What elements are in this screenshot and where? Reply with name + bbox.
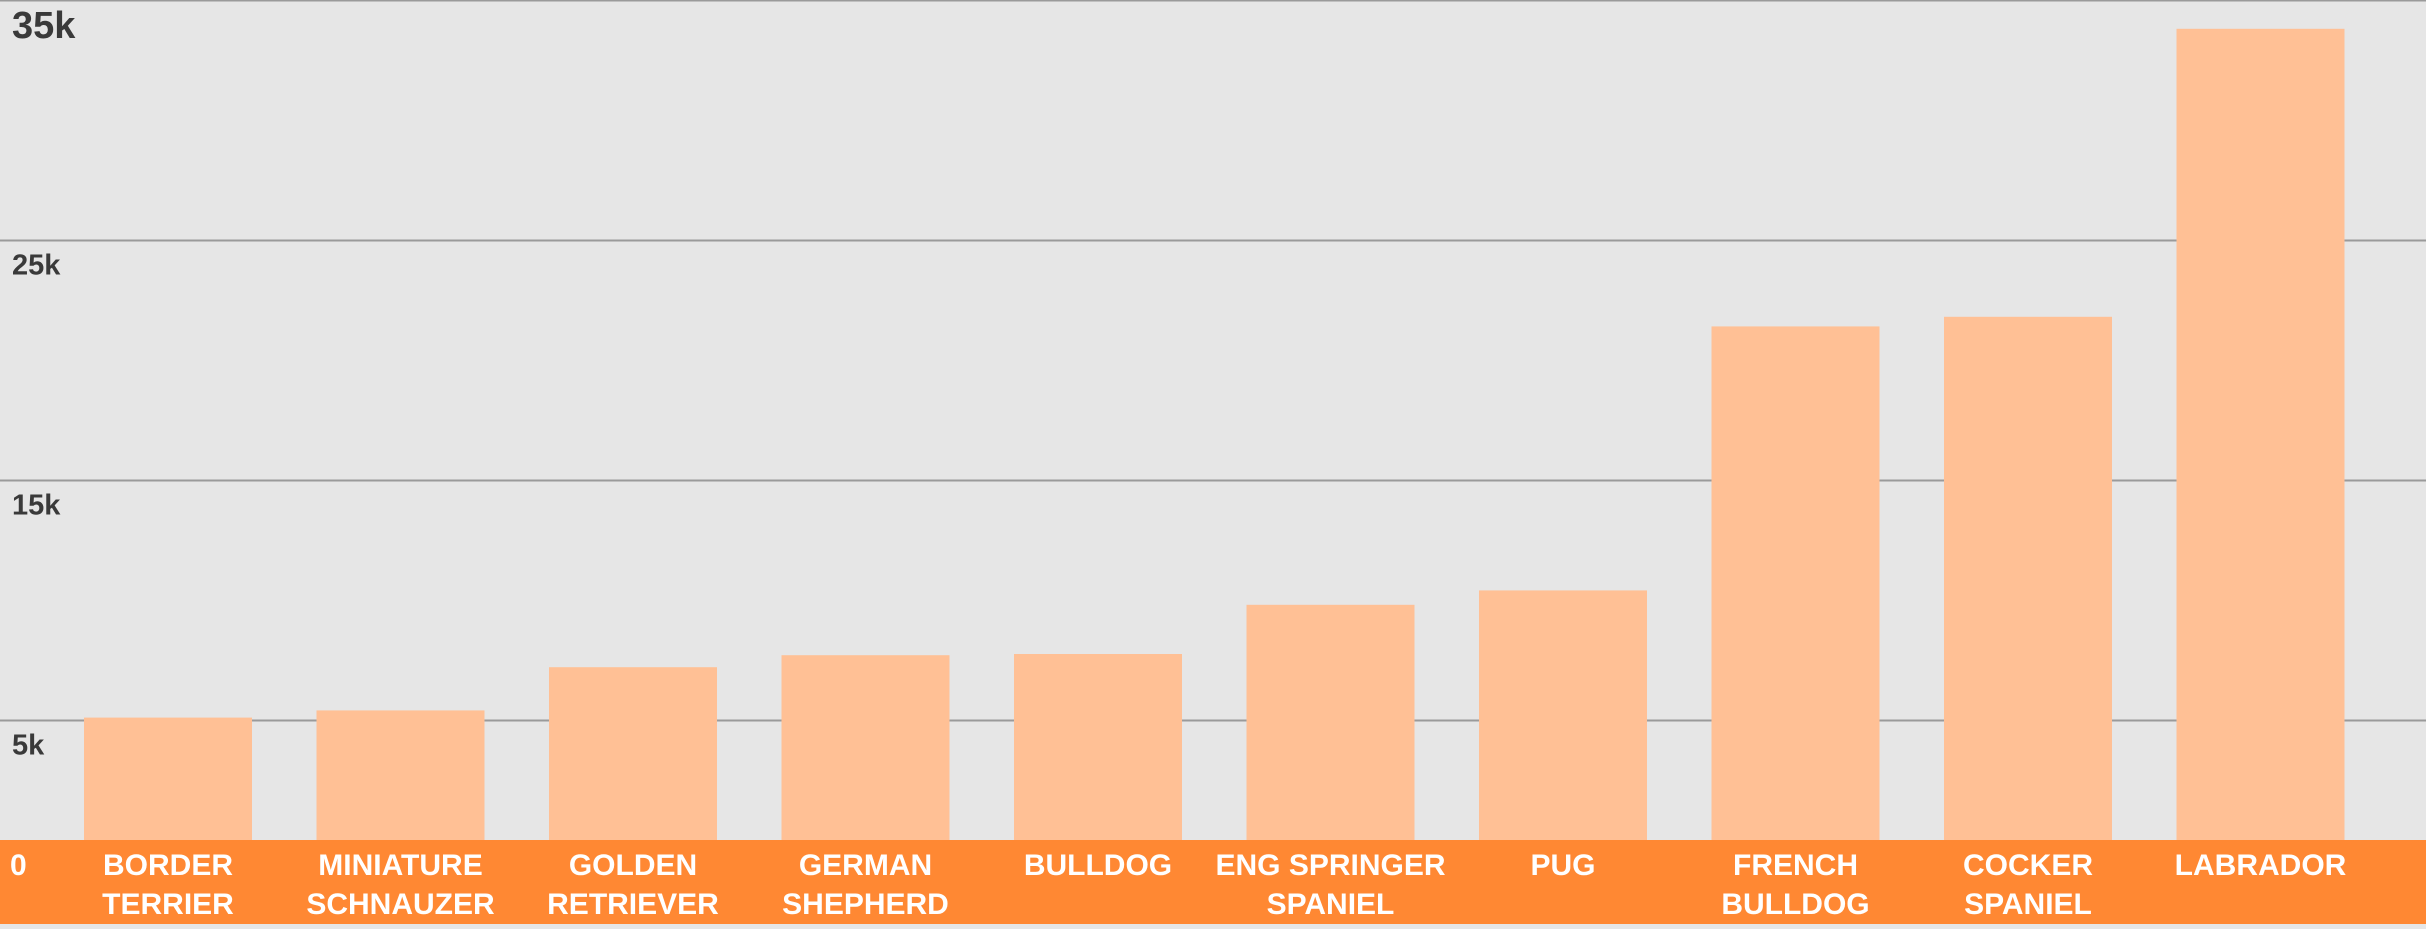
bar — [781, 655, 950, 840]
x-category-label: SPANIEL — [1267, 888, 1395, 921]
bar — [1479, 590, 1647, 840]
bar — [84, 717, 252, 840]
bar — [1246, 604, 1415, 840]
x-category-label: COCKER — [1963, 849, 2093, 882]
x-category-label: MINIATURE — [318, 849, 482, 882]
bar — [1944, 316, 2112, 840]
x-category-label: ENG SPRINGER — [1215, 849, 1445, 882]
y-tick-label: 25k — [12, 250, 61, 282]
bar — [1014, 654, 1182, 840]
x-category-label: SPANIEL — [1964, 888, 2092, 921]
y-tick-label: 35k — [12, 5, 76, 47]
bar — [2176, 28, 2345, 841]
x-category-label: SCHNAUZER — [306, 888, 495, 921]
x-category-label: BULLDOG — [1024, 849, 1172, 882]
x-category-label: LABRADOR — [2175, 849, 2347, 882]
bar — [1711, 326, 1880, 840]
x-category-label: PUG — [1530, 849, 1595, 882]
x-category-label: GERMAN — [799, 849, 932, 882]
x-category-label: SHEPHERD — [782, 888, 949, 921]
bar — [549, 667, 717, 840]
x-category-label: FRENCH — [1733, 849, 1858, 882]
y-tick-labels: 5k 15k 25k 35k — [12, 5, 76, 762]
y-tick-label: 5k — [12, 730, 45, 762]
y-tick-label: 15k — [12, 490, 61, 522]
zero-label: 0 — [10, 849, 27, 882]
x-category-label: BULLDOG — [1721, 888, 1869, 921]
x-category-labels: 0 BORDER TERRIER MINIATURE SCHNAUZER GOLDEN RE… — [10, 849, 2347, 921]
x-category-label: GOLDEN — [569, 849, 697, 882]
x-category-label: TERRIER — [102, 888, 234, 921]
x-category-label: BORDER — [103, 849, 233, 882]
x-axis-band — [0, 840, 2426, 924]
bars — [84, 28, 2345, 841]
x-category-label: RETRIEVER — [547, 888, 719, 921]
bar — [316, 710, 485, 840]
